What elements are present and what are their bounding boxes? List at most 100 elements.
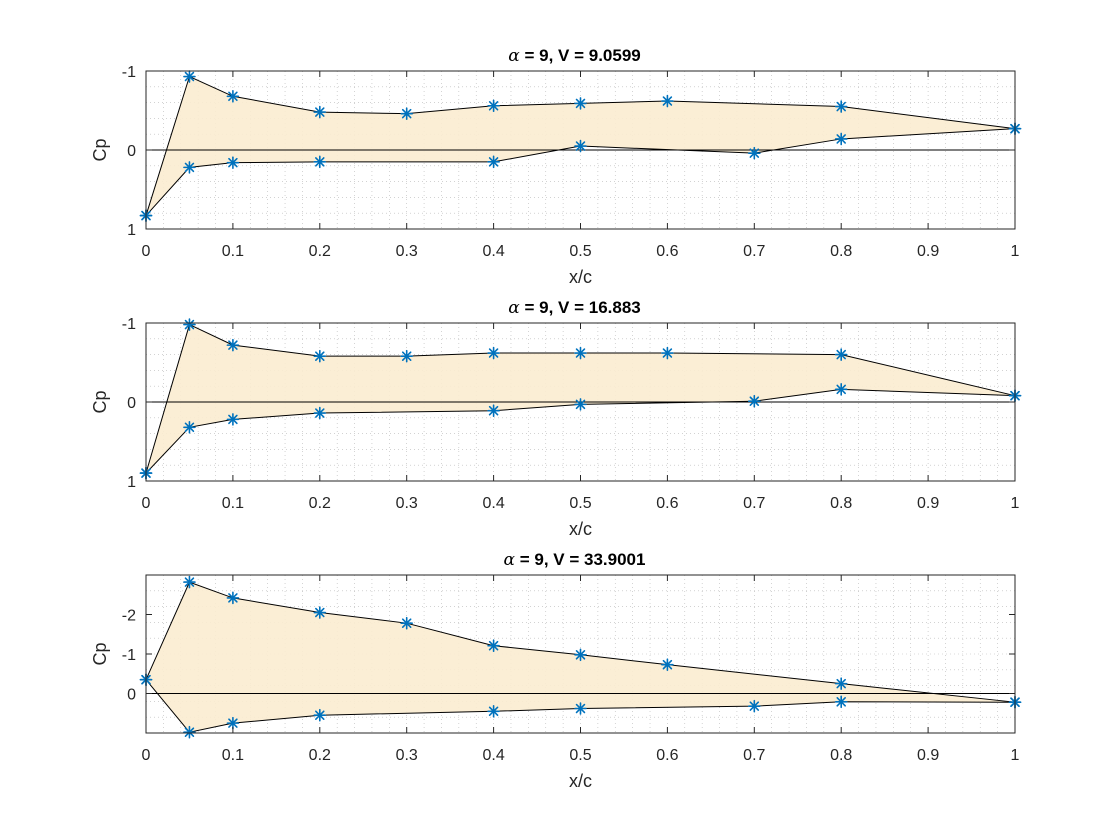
x-tick-label: 0.3 (396, 243, 418, 260)
x-tick-label: 0.7 (743, 747, 765, 764)
title-text-rest: = 9, V = 9.0599 (520, 46, 641, 65)
chart-panel-1: 0 0.1 0.2 0.3 0.4 0.5 0.6 0.7 0.8 0.9 1-101x/cCpα … (90, 46, 1022, 287)
lower-surface-marker (834, 695, 848, 709)
x-tick-label: 0.6 (656, 243, 678, 260)
x-tick-label: 0.5 (569, 747, 591, 764)
marker-stroke (488, 706, 499, 717)
x-tick-label: 0.1 (222, 747, 244, 764)
lower-surface-marker (834, 383, 848, 396)
x-tick-label: 0.8 (830, 495, 852, 512)
lower-surface-marker (313, 155, 327, 169)
x-tick-label: 0.9 (917, 747, 939, 764)
lower-surface-marker (313, 406, 327, 420)
y-tick-label: -1 (122, 64, 136, 81)
x-tick-label: 0.4 (482, 747, 504, 764)
x-tick-label: 0.3 (396, 747, 418, 764)
title-text-rest: = 9, V = 16.883 (520, 298, 641, 317)
marker-stroke (836, 101, 846, 112)
x-tick-label: 0.7 (743, 495, 765, 512)
upper-surface-marker (487, 99, 500, 113)
x-tick-label: 0.8 (830, 747, 852, 764)
title-text-rest: = 9, V = 33.9001 (515, 550, 645, 569)
x-tick-label: 0.1 (222, 243, 244, 260)
upper-surface-marker (400, 107, 414, 120)
upper-surface-marker (574, 346, 587, 360)
upper-surface-marker (226, 338, 240, 352)
marker-stroke (184, 319, 195, 330)
x-tick-label: 0.5 (569, 495, 591, 512)
upper-surface-line (145, 581, 1016, 703)
y-tick-label: -1 (122, 647, 136, 664)
y-tick-label: 0 (127, 687, 136, 704)
x-tick-label: 1 (1011, 747, 1020, 764)
marker-stroke (488, 405, 499, 416)
marker-stroke (315, 607, 325, 618)
lower-surface-marker (834, 132, 848, 146)
upper-surface-line (145, 75, 1016, 216)
lower-surface-marker (747, 394, 761, 408)
marker-stroke (228, 718, 238, 728)
marker-stroke (315, 157, 325, 167)
marker-stroke (749, 396, 760, 406)
marker-stroke (315, 408, 325, 418)
marker-stroke (575, 650, 586, 660)
marker-stroke (836, 697, 846, 707)
lower-surface-marker (183, 420, 196, 434)
upper-surface-marker (487, 639, 500, 653)
marker-stroke (662, 96, 673, 106)
y-axis-label: Cp (90, 138, 110, 161)
lower-surface-marker (747, 146, 761, 160)
marker-stroke (184, 71, 195, 82)
title-alpha-symbol: α (504, 550, 516, 570)
x-tick-label: 0.4 (482, 243, 504, 260)
x-tick-label: 0 (142, 495, 151, 512)
x-tick-label: 0.2 (309, 495, 331, 512)
marker-stroke (401, 351, 412, 361)
chart-panel-2: 0 0.1 0.2 0.3 0.4 0.5 0.6 0.7 0.8 0.9 1-101x/cCpα … (90, 298, 1022, 539)
chart-title: α = 9, V = 16.883 (508, 298, 640, 318)
y-tick-label: 0 (127, 143, 136, 160)
upper-surface-marker (183, 575, 196, 589)
x-tick-label: 0.6 (656, 747, 678, 764)
marker-stroke (575, 141, 586, 151)
chart-title: α = 9, V = 33.9001 (504, 550, 646, 570)
lower-surface-marker (226, 716, 240, 730)
x-tick-label: 0.3 (396, 495, 418, 512)
x-tick-label: 0 (142, 747, 151, 764)
marker-stroke (575, 348, 586, 358)
marker-stroke (228, 593, 238, 603)
upper-surface-marker (574, 97, 587, 110)
x-tick-label: 1 (1011, 243, 1020, 260)
marker-stroke (315, 710, 325, 720)
marker-stroke (575, 703, 586, 714)
upper-surface-marker (487, 346, 500, 360)
lower-surface-marker (747, 699, 761, 713)
marker-stroke (401, 618, 412, 628)
x-tick-label: 1 (1011, 495, 1020, 512)
x-axis-label: x/c (569, 771, 592, 791)
marker-stroke (575, 399, 586, 410)
marker-stroke (662, 659, 673, 670)
marker-stroke (488, 348, 499, 358)
y-tick-label: -1 (122, 316, 136, 333)
upper-surface-marker (226, 89, 240, 103)
x-tick-label: 0.9 (917, 495, 939, 512)
title-alpha-symbol: α (508, 298, 520, 318)
lower-surface-marker (226, 156, 240, 169)
lower-surface-marker (487, 704, 500, 718)
marker-stroke (662, 348, 673, 358)
chart-title: α = 9, V = 9.0599 (508, 46, 640, 66)
marker-stroke (184, 577, 195, 587)
x-tick-label: 0 (142, 243, 151, 260)
x-tick-label: 0.2 (309, 243, 331, 260)
y-axis-label: Cp (90, 642, 110, 665)
marker-stroke (228, 91, 238, 102)
x-axis-label: x/c (569, 519, 592, 539)
upper-surface-marker (834, 677, 848, 690)
lower-surface-marker (574, 398, 587, 411)
marker-stroke (228, 340, 238, 350)
upper-surface-marker (313, 349, 327, 363)
chart-panel-3: 0 0.1 0.2 0.3 0.4 0.5 0.6 0.7 0.8 0.9 1 -2 -1 0 x/c Cp α… (90, 550, 1022, 791)
x-tick-label: 0.9 (917, 243, 939, 260)
